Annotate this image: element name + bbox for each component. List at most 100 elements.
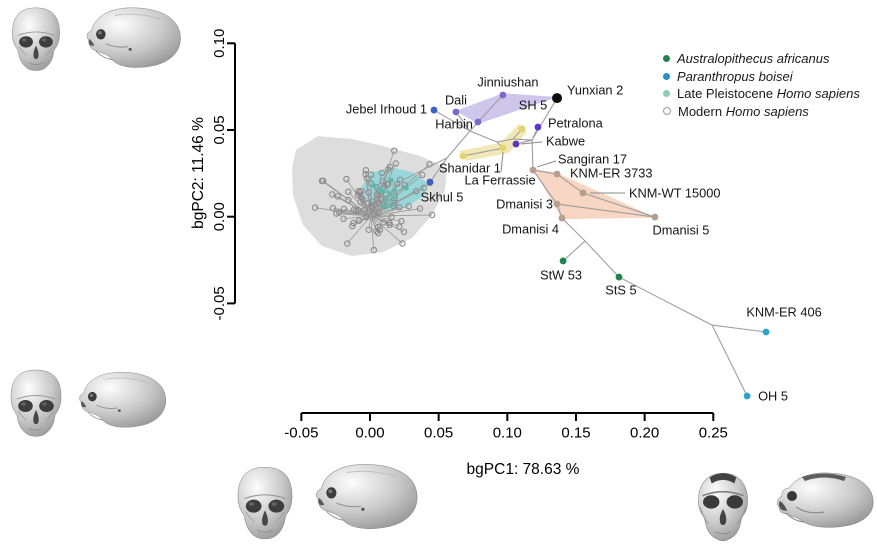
modern-specimen-point — [334, 193, 341, 200]
data-point-dmanisi-5 — [651, 213, 659, 221]
tree-edge — [462, 147, 504, 157]
modern-specimen-point — [350, 219, 357, 227]
modern-specimen-point — [340, 205, 348, 213]
data-point-skhul-5 — [426, 178, 434, 186]
modern-specimen-point — [368, 204, 376, 212]
cluster-link — [370, 215, 379, 228]
modern-specimen-point — [356, 189, 364, 196]
point-label: KNM-ER 3733 — [570, 165, 653, 180]
modern-specimen-point — [365, 199, 372, 207]
tree-edge — [446, 130, 471, 159]
modern-specimen-point — [354, 206, 362, 214]
data-point-sh-5 — [518, 125, 526, 133]
tree-edge — [556, 203, 656, 218]
modern-specimen-point — [335, 209, 343, 216]
modern-specimen-point — [386, 221, 393, 229]
modern-specimen-point — [345, 188, 352, 195]
point-label: Dmanisi 5 — [652, 222, 709, 237]
point-label: StW 53 — [540, 267, 582, 282]
modern-specimen-point — [355, 188, 362, 195]
neanderthal-sh5-hull — [458, 123, 527, 162]
x-tick-label: 0.05 — [424, 424, 453, 441]
tree-edge — [512, 138, 533, 141]
modern-specimen-point — [385, 166, 392, 173]
data-point-petralona — [534, 123, 542, 131]
modern-specimen-point — [365, 226, 373, 233]
data-point-stw-53 — [559, 257, 567, 265]
tree-edge — [429, 157, 448, 183]
point-label: Yunxian 2 — [567, 82, 623, 97]
modern-specimen-point — [405, 202, 412, 210]
tree-edge — [584, 240, 620, 278]
modern-specimen-point — [377, 196, 385, 203]
y-tick-label: 0.00 — [211, 202, 228, 231]
cluster-link — [370, 215, 392, 218]
late-pleistocene-point — [371, 183, 377, 189]
point-label: OH 5 — [758, 388, 788, 403]
late-pleistocene-point — [388, 177, 394, 183]
data-point-jinniushan — [499, 91, 507, 99]
cluster-link — [370, 215, 403, 244]
legend-label: Paranthropus boisei — [677, 68, 793, 84]
modern-specimen-point — [365, 189, 372, 196]
tree-edge — [433, 109, 471, 132]
cluster-link — [373, 185, 396, 194]
point-label: Dali — [445, 92, 467, 107]
modern-specimen-point — [355, 217, 363, 224]
legend-label: Late Pleistocene Homo sapiens — [677, 86, 860, 102]
point-label: SH 5 — [519, 97, 547, 112]
tree-edge — [370, 179, 404, 217]
label-leader — [536, 160, 557, 168]
legend-swatch-late-pleistocene-homo-sapiens — [663, 90, 670, 98]
specimen-points: Jebel Irhoud 1 Dali Jinniushan Yunxian 2 Har… — [346, 74, 822, 403]
skull-bottom-right-front-image — [698, 472, 748, 542]
point-label: KNM-WT 15000 — [629, 185, 721, 200]
skull-top-left-front-image — [12, 7, 60, 71]
x-tick-label: -0.05 — [284, 424, 318, 441]
point-label: StS 5 — [605, 282, 636, 297]
late-pleistocene-point — [387, 202, 393, 208]
modern-specimen-point — [349, 222, 356, 230]
data-point-yunxian-2 — [552, 93, 563, 104]
modern-specimen-point — [344, 240, 351, 247]
modern-cluster — [311, 147, 436, 254]
modern-specimen-point — [416, 205, 424, 212]
tree-edge — [496, 138, 514, 143]
modern-specimen-point — [363, 175, 371, 182]
modern-specimen-point — [399, 240, 406, 247]
tree-edge — [455, 111, 471, 132]
data-point-sts-5 — [615, 273, 623, 281]
legend-item-modern-homo-sapiens: Modern Homo sapiens — [663, 103, 860, 121]
point-label: La Ferrassie — [465, 172, 536, 187]
modern-specimen-point — [420, 184, 428, 192]
cluster-link — [337, 195, 372, 217]
tree-edge — [562, 240, 586, 262]
skull-top-left-side-image — [86, 7, 181, 68]
legend-item-australopithecus-africanus: Australopithecus africanus — [663, 50, 860, 68]
modern-specimen-point — [373, 191, 381, 198]
modern-specimen-point — [388, 213, 395, 221]
tree-edge — [532, 169, 558, 175]
legend-swatch-australopithecus-africanus — [663, 55, 670, 63]
modern-specimen-point — [380, 219, 387, 226]
point-label: Skhul 5 — [421, 189, 464, 204]
modern-specimen-point — [419, 171, 426, 179]
cluster-link — [346, 215, 372, 244]
tree-edge — [618, 276, 713, 326]
modern-specimen-point — [359, 195, 366, 203]
modern-specimen-point — [367, 171, 375, 179]
skull-bottom-center-front-image — [237, 466, 293, 540]
tree-edge — [556, 173, 584, 194]
cluster-link — [370, 215, 375, 251]
data-point-dmanisi-3 — [553, 200, 561, 208]
data-point-shanidar-1 — [459, 152, 467, 160]
cluster-link — [338, 212, 372, 217]
modern-specimen-point — [392, 160, 400, 167]
modern-specimen-point — [362, 167, 370, 174]
x-axis-title: bgPC1: 78.63 % — [466, 461, 580, 478]
modern-specimen-point — [396, 204, 403, 211]
late-pleistocene-point — [380, 188, 385, 194]
axes: -0.05 0.00 0.05 0.10 0.15 0.20 0.25 0.10 0.05 0.0… — [211, 29, 728, 442]
y-tick-label: -0.05 — [211, 286, 228, 320]
